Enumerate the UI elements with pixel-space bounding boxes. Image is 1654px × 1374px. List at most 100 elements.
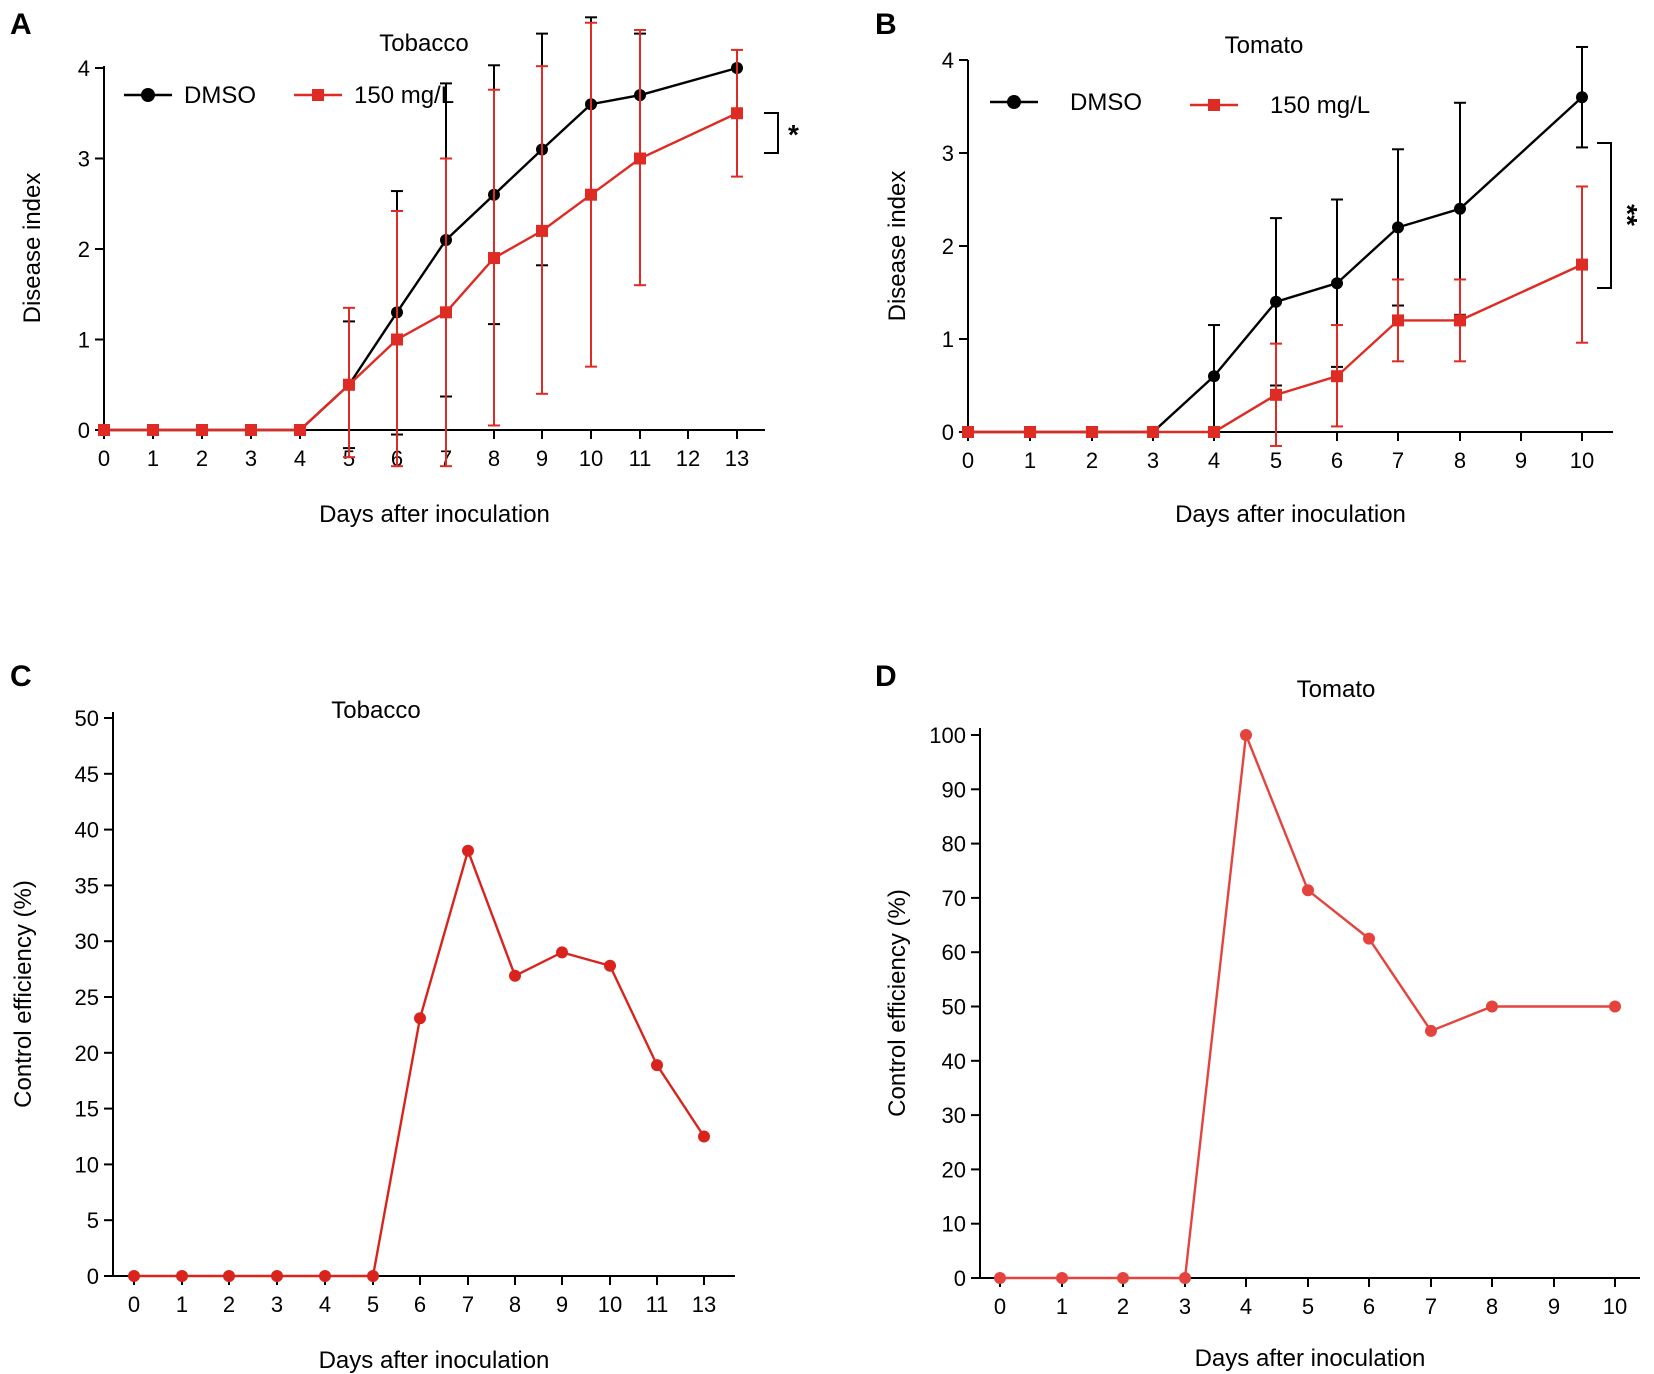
- x-tick-label: 11: [629, 446, 652, 471]
- x-tick-label: 2: [1117, 1294, 1129, 1319]
- series-line: [1000, 734, 1615, 1280]
- legend-marker: [1007, 95, 1021, 109]
- x-tick-label: 10: [1603, 1294, 1627, 1319]
- y-axis-label: Disease index: [884, 171, 911, 322]
- y-tick-label: 0: [954, 1266, 966, 1291]
- y-axis-label: Disease index: [19, 173, 46, 324]
- x-tick-label: 4: [294, 446, 306, 471]
- series-control-efficiency: [994, 729, 1621, 1284]
- panel-b: B Tomato 0 1 2 3 4 0 1 2 3 4 5 6 7 8 9 10 Days after inocu…: [875, 8, 1643, 528]
- data-point: [1392, 314, 1404, 327]
- data-point: [1147, 426, 1159, 438]
- data-point: [1576, 258, 1588, 271]
- data-point: [1179, 1272, 1191, 1284]
- x-tick-label: 7: [1425, 1294, 1437, 1319]
- data-point: [698, 1130, 710, 1143]
- y-tick-label: 45: [75, 762, 99, 787]
- x-axis-label: Days after inoculation: [319, 1347, 550, 1374]
- x-tick-label: 6: [1331, 448, 1343, 473]
- significance-label: **: [1612, 204, 1643, 226]
- y-axis-label: Control efficiency (%): [10, 880, 37, 1108]
- x-tick-label: 9: [1548, 1294, 1560, 1319]
- x-axis-label: Days after inoculation: [1175, 501, 1406, 528]
- data-point: [1086, 426, 1098, 438]
- data-point: [1208, 426, 1220, 438]
- data-point: [98, 424, 110, 436]
- y-tick-label: 1: [78, 328, 90, 353]
- x-tick-label: 6: [1363, 1294, 1375, 1319]
- data-point: [556, 946, 568, 959]
- x-tick-label: 5: [1302, 1294, 1314, 1319]
- y-tick-label: 2: [942, 234, 954, 259]
- legend-label: DMSO: [184, 82, 256, 109]
- y-tick-label: 3: [78, 147, 90, 172]
- data-point: [414, 1012, 426, 1025]
- y-tick-label: 40: [75, 818, 99, 843]
- data-point: [1240, 729, 1252, 741]
- y-tick-label: 100: [929, 723, 966, 748]
- data-point: [196, 424, 208, 436]
- y-tick-label: 50: [75, 706, 99, 731]
- data-point: [271, 1270, 283, 1282]
- data-point: [651, 1059, 663, 1072]
- data-point: [1331, 370, 1343, 383]
- x-tick-label: 0: [994, 1294, 1006, 1319]
- y-tick-label: 0: [942, 420, 954, 445]
- chart-title: Tomato: [1225, 32, 1304, 59]
- panel-letter: A: [10, 8, 32, 41]
- x-tick-label: 1: [1024, 448, 1036, 473]
- data-point: [147, 424, 159, 436]
- data-point: [176, 1270, 188, 1282]
- x-tick-label: 6: [414, 1292, 426, 1317]
- y-tick-label: 30: [75, 929, 99, 954]
- legend-label: 150 mg/L: [1270, 92, 1370, 119]
- significance-label: *: [788, 119, 799, 150]
- chart-title: Tobacco: [331, 697, 420, 724]
- series-line: [968, 263, 1583, 434]
- y-tick-label: 40: [942, 1049, 966, 1074]
- data-point: [634, 152, 646, 165]
- y-tick-label: 20: [75, 1041, 99, 1066]
- data-point: [223, 1270, 235, 1282]
- significance-bracket: **: [1597, 142, 1643, 289]
- y-tick-label: 10: [75, 1152, 99, 1177]
- data-point: [1270, 295, 1282, 308]
- data-point: [1392, 221, 1404, 234]
- data-point: [604, 959, 616, 972]
- x-tick-label: 8: [509, 1292, 521, 1317]
- x-tick-label: 13: [725, 446, 749, 471]
- data-point: [1454, 202, 1466, 215]
- x-tick-label: 1: [176, 1292, 188, 1317]
- y-tick-label: 15: [75, 1097, 99, 1122]
- x-tick-label: 8: [488, 446, 500, 471]
- x-tick-label: 1: [1056, 1294, 1068, 1319]
- y-tick-label: 0: [78, 418, 90, 443]
- x-tick-label: 12: [676, 446, 700, 471]
- y-tick-label: 90: [942, 777, 966, 802]
- x-tick-label: 4: [319, 1292, 331, 1317]
- y-axis-label: Control efficiency (%): [884, 889, 911, 1117]
- data-point: [319, 1270, 331, 1282]
- panel-letter: C: [10, 660, 32, 693]
- data-point: [1331, 277, 1343, 290]
- x-tick-label: 2: [223, 1292, 235, 1317]
- x-tick-label: 13: [692, 1292, 716, 1317]
- bracket-line: [764, 112, 779, 154]
- x-tick-label: 10: [598, 1292, 622, 1317]
- significance-bracket: *: [764, 112, 799, 154]
- x-tick-label: 11: [646, 1292, 669, 1317]
- data-point: [462, 844, 474, 857]
- data-point: [1024, 426, 1036, 438]
- y-tick-label: 20: [942, 1157, 966, 1182]
- data-point: [585, 188, 597, 201]
- x-tick-label: 5: [343, 446, 355, 471]
- y-tick-label: 5: [87, 1208, 99, 1233]
- x-tick-label: 3: [245, 446, 257, 471]
- y-tick-label: 1: [942, 327, 954, 352]
- series-control-efficiency: [128, 844, 710, 1282]
- x-tick-label: 5: [1270, 448, 1282, 473]
- legend-marker: [312, 89, 324, 101]
- y-tick-label: 3: [942, 141, 954, 166]
- data-point: [367, 1270, 379, 1282]
